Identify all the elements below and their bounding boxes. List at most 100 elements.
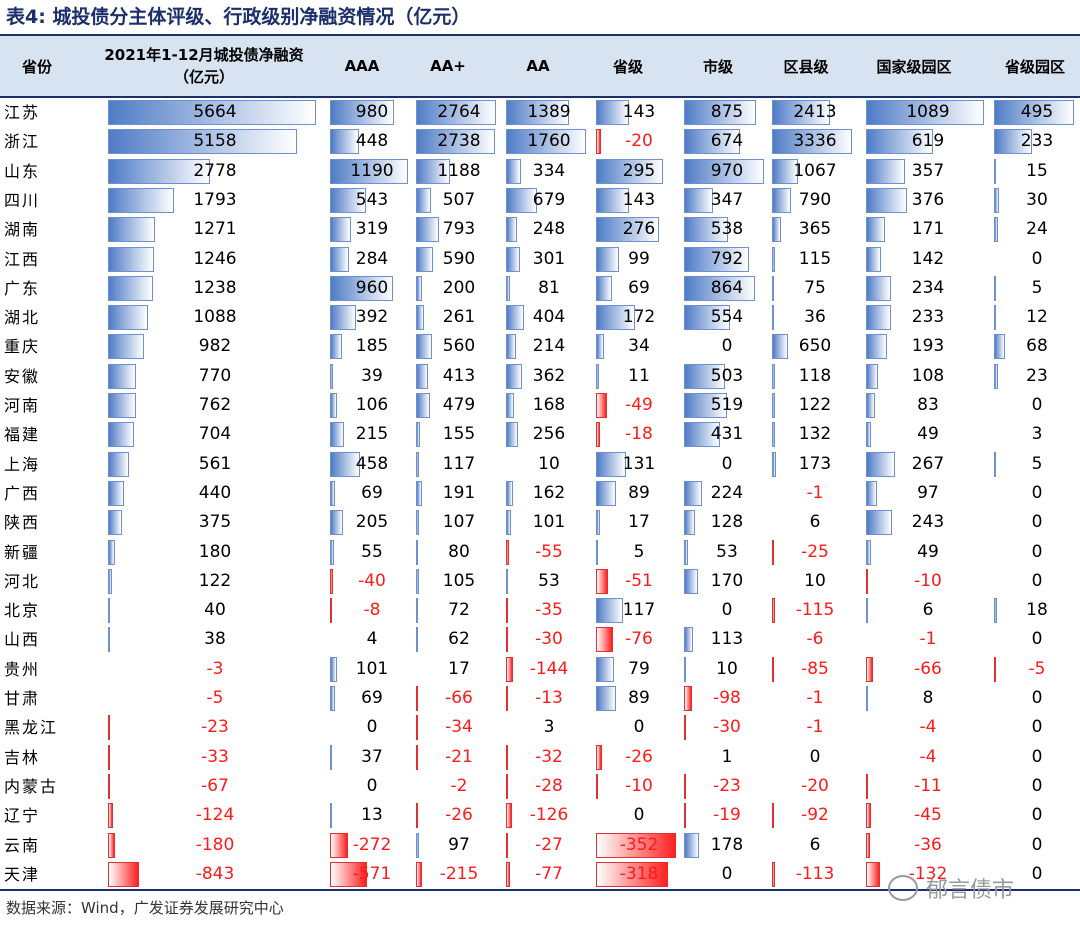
data-bar <box>684 510 695 536</box>
cell-value: 1088 <box>193 307 237 328</box>
cell-sy: 0 <box>994 684 1080 713</box>
cell-aaa: 69 <box>330 479 414 508</box>
cell-sy: 0 <box>994 860 1080 889</box>
cell-sj: -18 <box>596 420 682 449</box>
cell-value: -36 <box>914 834 942 855</box>
cell-aa: -32 <box>506 743 592 772</box>
cell-gj: -11 <box>866 772 990 801</box>
data-bar <box>330 129 360 155</box>
cell-sy: 5 <box>994 274 1080 303</box>
data-bar <box>866 422 872 448</box>
cell-value: 392 <box>355 307 389 328</box>
cell-gj: -4 <box>866 713 990 742</box>
province-name: 湖北 <box>4 308 41 328</box>
cell-total: -124 <box>108 801 322 830</box>
cell-value: 301 <box>532 248 566 269</box>
data-bar <box>330 832 348 858</box>
cell-value: 168 <box>532 395 566 415</box>
cell-value: 5 <box>1031 277 1043 298</box>
cell-qx: -25 <box>772 538 858 567</box>
cell-aap: 155 <box>416 420 502 449</box>
data-bar <box>596 451 626 477</box>
data-bar <box>506 100 570 125</box>
cell-value: 122 <box>198 570 232 591</box>
cell-value: 10 <box>538 453 560 474</box>
cell-gj: 83 <box>866 391 990 420</box>
province-name: 吉林 <box>4 747 41 767</box>
cell-value: -27 <box>535 834 563 855</box>
cell-shi: -19 <box>684 801 770 830</box>
data-bar <box>416 363 428 389</box>
table-row: 辽宁 -124 13 -26 -126 0 -19 -92 -45 0 <box>0 801 1080 830</box>
cell-value: 37 <box>361 746 383 767</box>
cell-value: 79 <box>628 658 650 679</box>
cell-sy: 0 <box>994 567 1080 596</box>
table-row: 上海 561 458 117 10 131 0 173 267 5 <box>0 450 1080 479</box>
cell-sy: 0 <box>994 801 1080 830</box>
cell-qx: -85 <box>772 655 858 684</box>
data-bar <box>684 305 730 331</box>
cell-value: 295 <box>622 160 656 181</box>
cell-aa: 301 <box>506 245 592 274</box>
province-name: 云南 <box>4 835 41 855</box>
cell-aaa: -272 <box>330 831 414 860</box>
cell-value: 561 <box>198 453 232 474</box>
data-bar <box>596 275 612 301</box>
cell-shi: -98 <box>684 684 770 713</box>
cell-value: 155 <box>442 424 476 445</box>
data-bar <box>506 861 510 887</box>
data-bar <box>596 217 659 243</box>
cell-value: -67 <box>201 775 229 796</box>
table-row: 吉林 -33 37 -21 -32 -26 1 0 -4 0 <box>0 743 1080 772</box>
cell-value: -92 <box>801 805 829 826</box>
data-bar <box>994 363 998 389</box>
data-bar <box>596 422 601 448</box>
cell-gj: 233 <box>866 303 990 332</box>
data-bar <box>108 598 110 624</box>
data-bar <box>506 275 510 301</box>
cell-aap: -215 <box>416 860 502 889</box>
cell-value: 233 <box>1020 131 1054 152</box>
cell-value: 0 <box>1031 482 1043 503</box>
data-bar <box>596 539 598 565</box>
cell-shi: 674 <box>684 127 770 156</box>
cell-aa: 248 <box>506 215 592 244</box>
data-bar <box>596 363 599 389</box>
data-bar <box>684 627 694 653</box>
table-row: 湖南 1271 319 793 248 276 538 365 171 24 <box>0 215 1080 244</box>
cell-aap: 62 <box>416 625 502 654</box>
cell-aap: 191 <box>416 479 502 508</box>
data-bar <box>772 334 788 360</box>
cell-value: 674 <box>710 131 744 152</box>
cell-shi: 0 <box>684 450 770 479</box>
cell-aap: 2738 <box>416 127 502 156</box>
data-bar <box>416 451 420 477</box>
data-bar <box>506 217 518 243</box>
cell-value: 619 <box>911 131 945 152</box>
data-bar <box>772 217 781 243</box>
data-bar <box>506 305 525 331</box>
cell-gj: 357 <box>866 157 990 186</box>
data-bar <box>416 422 421 448</box>
cell-value: 36 <box>804 307 826 328</box>
cell-sj: 276 <box>596 215 682 244</box>
cell-value: 143 <box>622 102 656 122</box>
cell-total: 2778 <box>108 157 322 186</box>
province-name: 新疆 <box>4 542 41 562</box>
cell-qx: 6 <box>772 508 858 537</box>
cell-value: 97 <box>448 834 470 855</box>
province-name: 四川 <box>4 190 41 210</box>
cell-value: 0 <box>1031 746 1043 767</box>
data-bar <box>108 422 134 448</box>
cell-sy: 5 <box>994 450 1080 479</box>
data-bar <box>108 305 148 331</box>
cell-sy: 0 <box>994 713 1080 742</box>
data-bar <box>866 773 868 799</box>
cell-value: 3336 <box>793 131 837 152</box>
cell-aa: 1760 <box>506 127 592 156</box>
cell-value: 128 <box>710 512 744 533</box>
cell-total: -3 <box>108 655 322 684</box>
cell-value: 0 <box>1031 775 1043 796</box>
cell-value: 1760 <box>527 131 571 152</box>
cell-value: 113 <box>710 629 744 650</box>
